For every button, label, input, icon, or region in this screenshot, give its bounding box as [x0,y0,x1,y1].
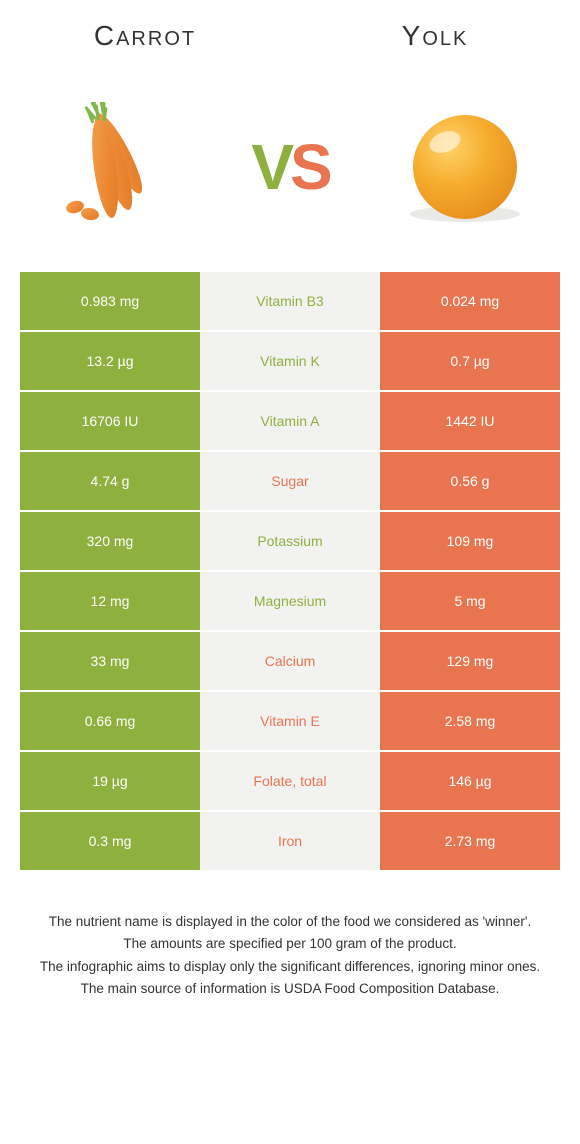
table-row: 16706 IUVitamin A1442 IU [20,392,560,452]
value-left: 0.66 mg [20,692,200,750]
nutrient-label: Potassium [200,512,380,570]
vs-v: V [251,131,290,203]
value-left: 4.74 g [20,452,200,510]
footer-line-3: The infographic aims to display only the… [30,957,550,977]
table-row: 0.66 mgVitamin E2.58 mg [20,692,560,752]
comparison-table: 0.983 mgVitamin B30.024 mg13.2 µgVitamin… [0,272,580,872]
vs-label: VS [251,130,328,204]
value-right: 0.024 mg [380,272,560,330]
nutrient-label: Vitamin A [200,392,380,450]
table-row: 0.3 mgIron2.73 mg [20,812,560,872]
table-row: 0.983 mgVitamin B30.024 mg [20,272,560,332]
nutrient-label: Magnesium [200,572,380,630]
nutrient-label: Vitamin K [200,332,380,390]
value-right: 129 mg [380,632,560,690]
footer-notes: The nutrient name is displayed in the co… [0,872,580,1021]
nutrient-label: Vitamin B3 [200,272,380,330]
value-right: 0.7 µg [380,332,560,390]
nutrient-label: Sugar [200,452,380,510]
value-left: 16706 IU [20,392,200,450]
value-right: 146 µg [380,752,560,810]
footer-line-2: The amounts are specified per 100 gram o… [30,934,550,954]
value-left: 33 mg [20,632,200,690]
table-row: 4.74 gSugar0.56 g [20,452,560,512]
value-right: 2.73 mg [380,812,560,870]
value-left: 13.2 µg [20,332,200,390]
title-right: Yolk [290,20,580,52]
value-right: 2.58 mg [380,692,560,750]
nutrient-label: Vitamin E [200,692,380,750]
value-right: 0.56 g [380,452,560,510]
table-row: 19 µgFolate, total146 µg [20,752,560,812]
footer-line-4: The main source of information is USDA F… [30,979,550,999]
yolk-image [390,102,540,232]
value-right: 5 mg [380,572,560,630]
nutrient-label: Folate, total [200,752,380,810]
value-right: 109 mg [380,512,560,570]
table-row: 13.2 µgVitamin K0.7 µg [20,332,560,392]
value-left: 0.3 mg [20,812,200,870]
value-left: 320 mg [20,512,200,570]
vs-s: S [290,131,329,203]
table-row: 320 mgPotassium109 mg [20,512,560,572]
table-row: 12 mgMagnesium5 mg [20,572,560,632]
nutrient-label: Iron [200,812,380,870]
hero: VS [0,82,580,272]
value-left: 19 µg [20,752,200,810]
value-right: 1442 IU [380,392,560,450]
carrot-image [40,102,190,232]
header: Carrot Yolk [0,0,580,82]
table-row: 33 mgCalcium129 mg [20,632,560,692]
title-left: Carrot [0,20,290,52]
footer-line-1: The nutrient name is displayed in the co… [30,912,550,932]
value-left: 12 mg [20,572,200,630]
value-left: 0.983 mg [20,272,200,330]
nutrient-label: Calcium [200,632,380,690]
